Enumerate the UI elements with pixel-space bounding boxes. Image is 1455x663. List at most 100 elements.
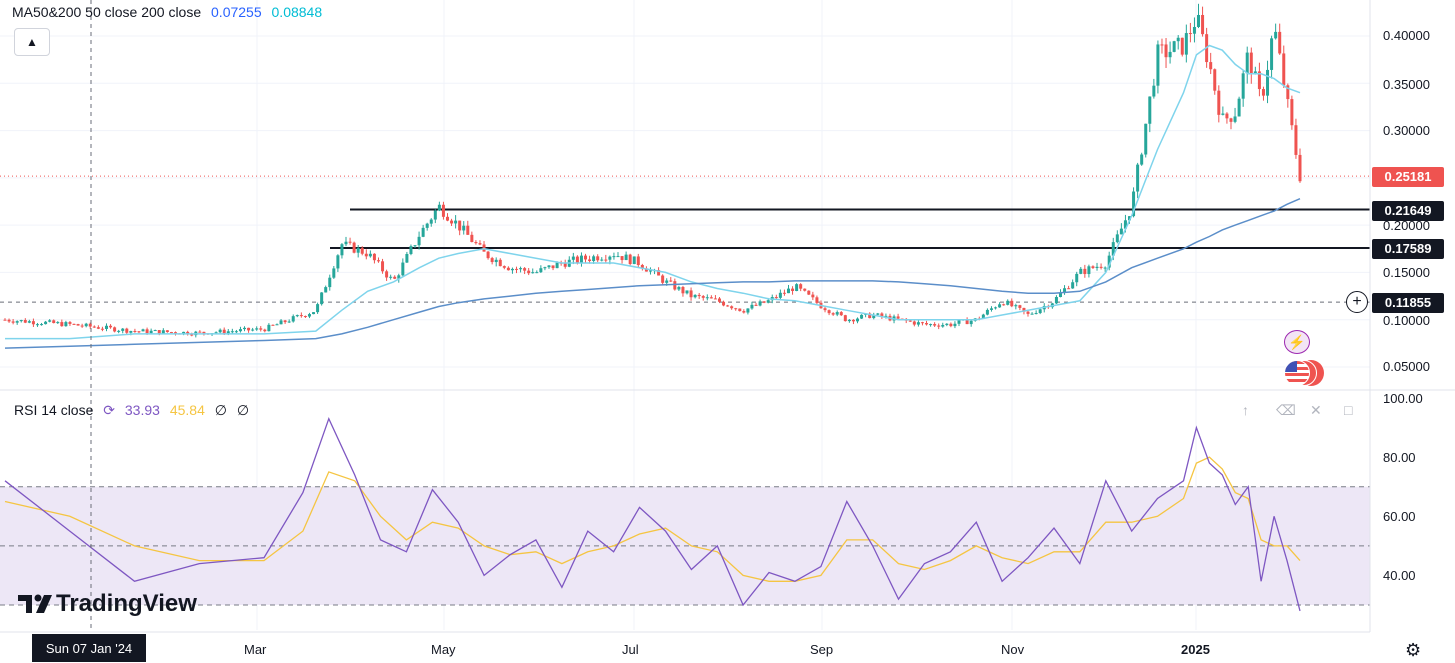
candle-body [677,287,681,290]
level2-price-tag: 0.17589 [1372,239,1444,259]
candle-body [1241,73,1245,99]
candle-body [1266,69,1270,96]
candle-body [40,324,44,326]
candle-body [531,272,535,274]
candle-body [523,268,527,271]
candle-body [1075,273,1079,283]
candle-body [831,313,835,315]
candle-body [409,246,413,255]
candle-body [965,319,969,325]
candle-body [1107,255,1111,268]
rsi-legend[interactable]: RSI 14 close ⟳ 33.93 45.84 ∅ ∅ [14,402,255,419]
collapse-legend-button[interactable]: ▲ [14,28,50,56]
candle-body [791,288,795,291]
candle-body [52,320,56,324]
lightning-icon[interactable]: ⚡ [1284,330,1310,354]
candle-body [320,292,324,305]
candle-body [76,324,80,326]
x-label-nov: Nov [1001,642,1025,657]
candle-body [705,297,709,299]
candle-body [510,268,514,271]
candle-body [303,316,307,318]
candle-body [263,329,267,332]
rsi-axis-label: 100.00 [1383,391,1423,406]
candle-body [1245,52,1249,74]
gear-icon[interactable]: ⚙ [1405,640,1422,660]
candle-body [754,304,758,306]
candle-body [1294,125,1298,155]
refresh-icon[interactable]: ⟳ [103,402,115,418]
candle-body [1006,300,1010,305]
candle-body [981,314,985,319]
ma-legend[interactable]: MA50&200 50 close 200 close 0.07255 0.08… [12,4,328,20]
candle-body [795,284,799,291]
trash-icon[interactable]: ⌫ [1276,402,1296,418]
candle-body [640,265,644,269]
candle-body [1115,234,1119,243]
candle-body [133,330,137,332]
candle-body [722,301,726,306]
level1-price-tag: 0.21649 [1372,201,1444,221]
candle-body [340,244,344,256]
candle-body [1152,85,1156,97]
candle-body [478,243,482,245]
candle-body [243,327,247,330]
candle-body [182,331,186,335]
candle-body [356,247,360,253]
candle-body [169,332,173,334]
candle-body [129,330,133,333]
candle-body [1290,99,1294,126]
close-icon[interactable]: ✕ [1310,402,1322,418]
candle-body [839,312,843,316]
candle-body [64,322,68,327]
candle-body [811,294,815,298]
candle-body [847,319,851,322]
candle-body [1123,220,1127,229]
candle-body [376,260,380,262]
candle-body [121,328,125,331]
candle-body [506,267,510,271]
candle-body [916,322,920,325]
candle-body [291,316,295,322]
candle-body [584,255,588,260]
candle-body [287,321,291,323]
candle-body [348,241,352,243]
candle-body [1253,71,1257,75]
candle-body [547,265,551,268]
move-up-icon[interactable]: ↑ [1242,402,1249,418]
candle-body [1184,33,1188,55]
candle-body [1087,266,1091,275]
candle-body [799,284,803,289]
candle-body [856,318,860,322]
candle-body [336,255,340,269]
candle-body [515,268,519,270]
candle-body [953,323,957,327]
candle-body [1257,71,1261,90]
us-flag-icon[interactable] [1284,360,1324,386]
candle-body [15,321,19,323]
candle-body [137,331,141,333]
candle-body [896,316,900,319]
candle-body [1079,268,1083,274]
candle-body [860,314,864,319]
candle-body [734,308,738,310]
candle-body [543,267,547,269]
add-alert-icon[interactable]: + [1346,291,1368,313]
price-label: 0.35000 [1383,77,1430,92]
candle-body [717,298,721,302]
candle-body [344,241,348,245]
candle-body [462,225,466,231]
maximize-icon[interactable]: □ [1344,402,1353,418]
candle-body [1286,85,1290,100]
candle-body [596,256,600,261]
x-label-mar: Mar [244,642,267,657]
candle-body [433,210,437,220]
candle-body [535,272,539,274]
candle-body [1274,31,1278,39]
candle-body [803,288,807,291]
candle-body [920,322,924,324]
candle-body [328,277,332,288]
candle-body [908,320,912,322]
